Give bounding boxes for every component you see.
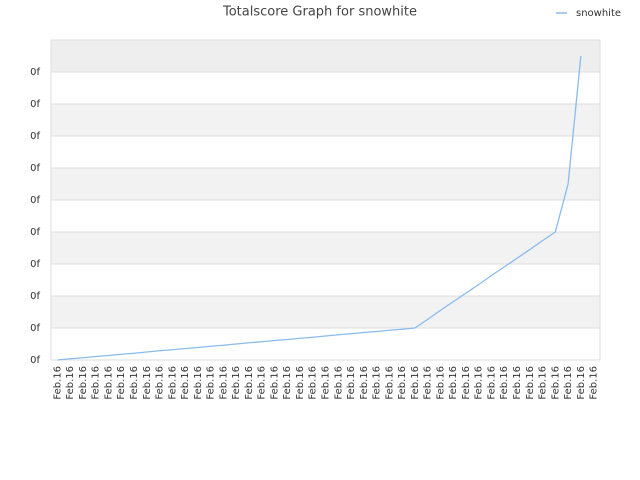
y-tick-label: 0f xyxy=(30,355,40,366)
plot-band xyxy=(51,232,600,264)
x-tick-label: Feb.16 xyxy=(308,366,319,400)
y-tick-label: 0f xyxy=(30,227,40,238)
y-tick-label: 0f xyxy=(30,131,40,142)
x-tick-label: Feb.16 xyxy=(474,366,485,400)
x-tick-label: Feb.16 xyxy=(499,366,510,400)
plot-band xyxy=(51,104,600,136)
x-tick-label: Feb.16 xyxy=(486,366,497,400)
x-tick-label: Feb.16 xyxy=(512,366,523,400)
y-tick-label: 0f xyxy=(30,67,40,78)
x-tick-label: Feb.16 xyxy=(321,366,332,400)
x-tick-label: Feb.16 xyxy=(180,366,191,400)
plot-band xyxy=(51,200,600,232)
y-tick-label: 0f xyxy=(30,99,40,110)
x-tick-label: Feb.16 xyxy=(550,366,561,400)
plot-band xyxy=(51,168,600,200)
x-tick-label: Feb.16 xyxy=(448,366,459,400)
x-tick-label: Feb.16 xyxy=(142,366,153,400)
x-tick-label: Feb.16 xyxy=(269,366,280,400)
x-tick-label: Feb.16 xyxy=(65,366,76,400)
x-tick-label: Feb.16 xyxy=(155,366,166,400)
plot-band xyxy=(51,40,600,72)
y-tick-label: 0f xyxy=(30,291,40,302)
plot-band xyxy=(51,296,600,328)
chart-title: Totalscore Graph for snowhite xyxy=(222,5,417,20)
y-tick-label: 0f xyxy=(30,323,40,334)
x-tick-label: Feb.16 xyxy=(116,366,127,400)
y-tick-label: 0f xyxy=(30,195,40,206)
y-tick-label: 0f xyxy=(30,259,40,270)
legend-label: snowhite xyxy=(576,8,621,19)
x-tick-label: Feb.16 xyxy=(231,366,242,400)
x-tick-label: Feb.16 xyxy=(397,366,408,400)
x-tick-label: Feb.16 xyxy=(129,366,140,400)
y-tick-label: 0f xyxy=(30,163,40,174)
plot-band xyxy=(51,328,600,360)
x-tick-label: Feb.16 xyxy=(244,366,255,400)
plot-frame xyxy=(50,39,601,361)
x-tick-label: Feb.16 xyxy=(525,366,536,400)
x-tick-label: Feb.16 xyxy=(384,366,395,400)
plot-band xyxy=(51,72,600,104)
x-tick-label: Feb.16 xyxy=(435,366,446,400)
x-tick-label: Feb.16 xyxy=(359,366,370,400)
x-tick-label: Feb.16 xyxy=(91,366,102,400)
x-tick-label: Feb.16 xyxy=(333,366,344,400)
x-tick-label: Feb.16 xyxy=(167,366,178,400)
plot-band xyxy=(51,136,600,168)
plot-band xyxy=(51,264,600,296)
x-tick-label: Feb.16 xyxy=(538,366,549,400)
x-tick-label: Feb.16 xyxy=(563,366,574,400)
x-tick-label: Feb.16 xyxy=(257,366,268,400)
x-tick-label: Feb.16 xyxy=(218,366,229,400)
x-tick-label: Feb.16 xyxy=(52,366,63,400)
x-tick-label: Feb.16 xyxy=(410,366,421,400)
x-tick-label: Feb.16 xyxy=(193,366,204,400)
x-tick-label: Feb.16 xyxy=(589,366,600,400)
x-tick-label: Feb.16 xyxy=(295,366,306,400)
x-tick-label: Feb.16 xyxy=(423,366,434,400)
x-tick-label: Feb.16 xyxy=(461,366,472,400)
x-tick-label: Feb.16 xyxy=(576,366,587,400)
x-tick-label: Feb.16 xyxy=(346,366,357,400)
x-tick-label: Feb.16 xyxy=(206,366,217,400)
x-tick-label: Feb.16 xyxy=(372,366,383,400)
x-tick-label: Feb.16 xyxy=(78,366,89,400)
x-tick-label: Feb.16 xyxy=(103,366,114,400)
series-line xyxy=(57,55,582,361)
x-tick-label: Feb.16 xyxy=(282,366,293,400)
